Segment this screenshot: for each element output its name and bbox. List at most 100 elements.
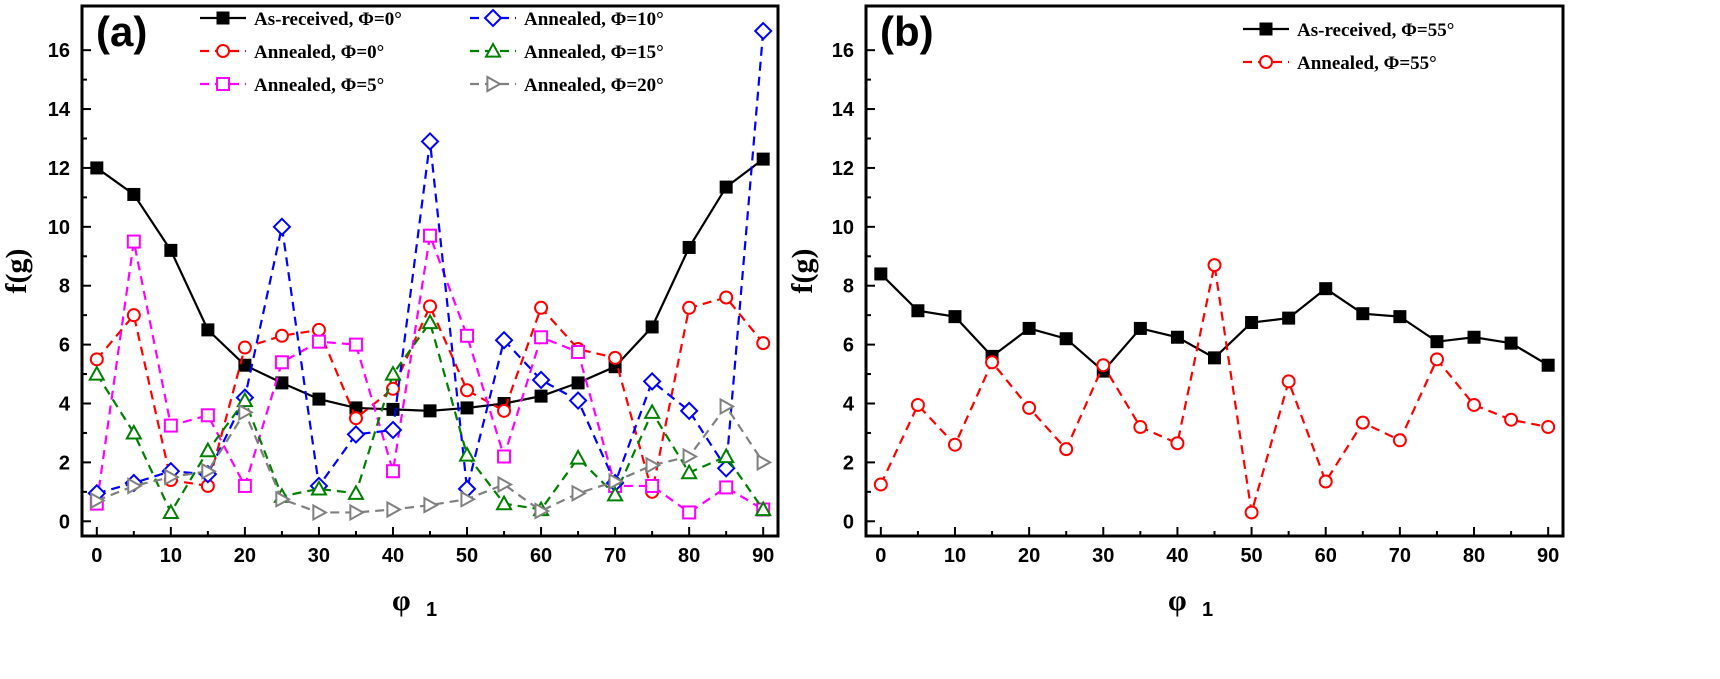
panel-a-data-point	[126, 308, 141, 323]
panel-b-data-point	[1318, 474, 1333, 489]
panel-a-data-point	[238, 403, 254, 422]
panel-a-data-point	[164, 243, 178, 257]
panel-a-data-point	[201, 323, 215, 337]
panel-b-data-point	[1059, 332, 1073, 346]
panel-a-data-point	[201, 462, 217, 480]
panel-a-series-0	[90, 152, 770, 418]
panel-b-label: (b)	[880, 8, 934, 55]
panel-a-data-point	[756, 336, 771, 351]
panel-b-data-point	[1392, 433, 1407, 448]
panel-b-data-point	[1059, 442, 1074, 457]
panel-a-data-point	[571, 376, 585, 390]
panel-a-data-point	[719, 397, 736, 416]
panel-a-data-point	[568, 391, 588, 410]
panel-a-data-point	[420, 132, 440, 151]
panel-b-x-tick-label: 10	[944, 545, 966, 567]
panel-b-series-0	[874, 267, 1555, 378]
panel-a-y-tick-label: 4	[59, 394, 71, 416]
panel-b-data-point	[1319, 282, 1333, 296]
panel-a-x-tick-label: 50	[456, 545, 478, 567]
panel-a-data-point	[754, 500, 772, 517]
panel-b-x-axis-label-subscript: 1	[1202, 599, 1213, 621]
panel-b-x-tick-label: 40	[1166, 545, 1188, 567]
panel-a-data-point	[682, 447, 699, 466]
panel-a-series-line	[96, 158, 764, 412]
panel-a-data-point	[494, 330, 514, 350]
panel-a-data-point	[460, 328, 475, 343]
panel-b-data-point	[1170, 330, 1184, 344]
panel-a-x-tick-label: 80	[678, 545, 700, 567]
panel-a-data-point	[237, 340, 252, 355]
panel-a-data-point	[274, 328, 289, 343]
panel-a-data-point	[237, 478, 252, 493]
panel-b-x-tick-label: 20	[1018, 545, 1040, 567]
panel-a-data-point	[162, 503, 180, 520]
panel-a-legend-entry: Annealed, Φ=0°	[200, 42, 384, 63]
panel-b-y-tick-label: 6	[843, 335, 854, 357]
legend-marker	[483, 8, 503, 28]
panel-b-x-tick-label: 30	[1092, 545, 1114, 567]
panel-b-data-point	[1429, 352, 1444, 367]
panel-b-data-point	[985, 355, 1000, 370]
legend-marker	[216, 44, 230, 58]
panel-a-legend-entry: Annealed, Φ=10°	[470, 8, 664, 30]
panel-a-data-point	[495, 494, 513, 511]
panel-b-data-point	[1504, 412, 1519, 427]
panel-a-data-point	[608, 350, 623, 365]
panel-a-series-line	[95, 320, 765, 515]
panel-b-y-tick-label: 14	[832, 99, 855, 121]
panel-a-series-3	[87, 21, 773, 503]
panel-b-data-point	[1541, 358, 1555, 372]
panel-a-data-point	[682, 240, 696, 254]
panel-a-legend-entry: As-received, Φ=0°	[200, 9, 402, 30]
panel-b-data-point	[911, 304, 925, 318]
panel-a-data-point	[347, 484, 365, 500]
panel-b-data-point	[1541, 420, 1556, 435]
panel-a-y-tick-label: 16	[48, 40, 70, 62]
panel-a-data-point	[89, 352, 104, 367]
panel-a-x-tick-label: 90	[752, 545, 774, 567]
panel-a-data-point	[274, 355, 289, 370]
panel-b-data-point	[1244, 505, 1259, 520]
panel-b-x-tick-label: 80	[1463, 545, 1485, 567]
panel-a-data-point	[348, 411, 363, 426]
panel-a-data-point	[534, 300, 549, 315]
legend-label: Annealed, Φ=55°	[1297, 53, 1437, 74]
panel-a-data-point	[680, 463, 698, 480]
panel-a-series-line	[96, 30, 765, 495]
panel-b-data-point	[1355, 415, 1370, 430]
panel-b-data-point	[1207, 258, 1222, 273]
panel-a-data-point	[569, 448, 587, 465]
panel-b-y-tick-label: 4	[843, 394, 855, 416]
panel-a-data-point	[386, 402, 400, 416]
panel-b-data-point	[1467, 330, 1481, 344]
panel-b-legend-entry: As-received, Φ=55°	[1243, 20, 1454, 41]
panel-b-data-point	[910, 397, 925, 412]
panel-a-data-point	[125, 423, 143, 440]
panel-a-data-point	[460, 490, 477, 508]
panel-a-x-tick-label: 10	[160, 545, 182, 567]
legend-marker	[484, 41, 502, 58]
panel-b: 0 10 20 30 40 50 60 70 80 90 0 2 4 6 8 10 12 14 16 f(g) φ 1 (b…	[786, 4, 1565, 621]
panel-a-data-point	[348, 337, 363, 352]
panel-a-data-point	[311, 334, 326, 349]
panel-b-data-point	[1430, 335, 1444, 349]
panel-b-data-point	[1022, 321, 1036, 335]
panel-a-data-point	[682, 300, 697, 315]
panel-b-data-point	[874, 267, 888, 281]
panel-b-data-point	[1281, 374, 1296, 389]
panel-a-data-point	[534, 330, 549, 345]
panel-a-y-tick-label: 12	[48, 158, 70, 180]
panel-a-legend-entry: Annealed, Φ=15°	[470, 41, 664, 63]
panel-a-data-point	[90, 491, 106, 510]
panel-a: 0 10 20 30 40 50 60 70 80 90 0 2 4 6 8 10 12 14 16 f(g) φ 1 (a…	[0, 4, 780, 621]
panel-b-data-point	[1467, 397, 1482, 412]
panel-a-data-point	[642, 372, 662, 391]
panel-a-data-point	[236, 391, 254, 408]
panel-a-data-point	[534, 502, 551, 520]
panel-a-data-point	[386, 500, 403, 519]
legend-label: Annealed, Φ=5°	[254, 75, 384, 96]
legend-label: As-received, Φ=55°	[1297, 20, 1454, 41]
panel-a-label: (a)	[96, 8, 147, 55]
panel-a-data-point	[645, 320, 659, 334]
